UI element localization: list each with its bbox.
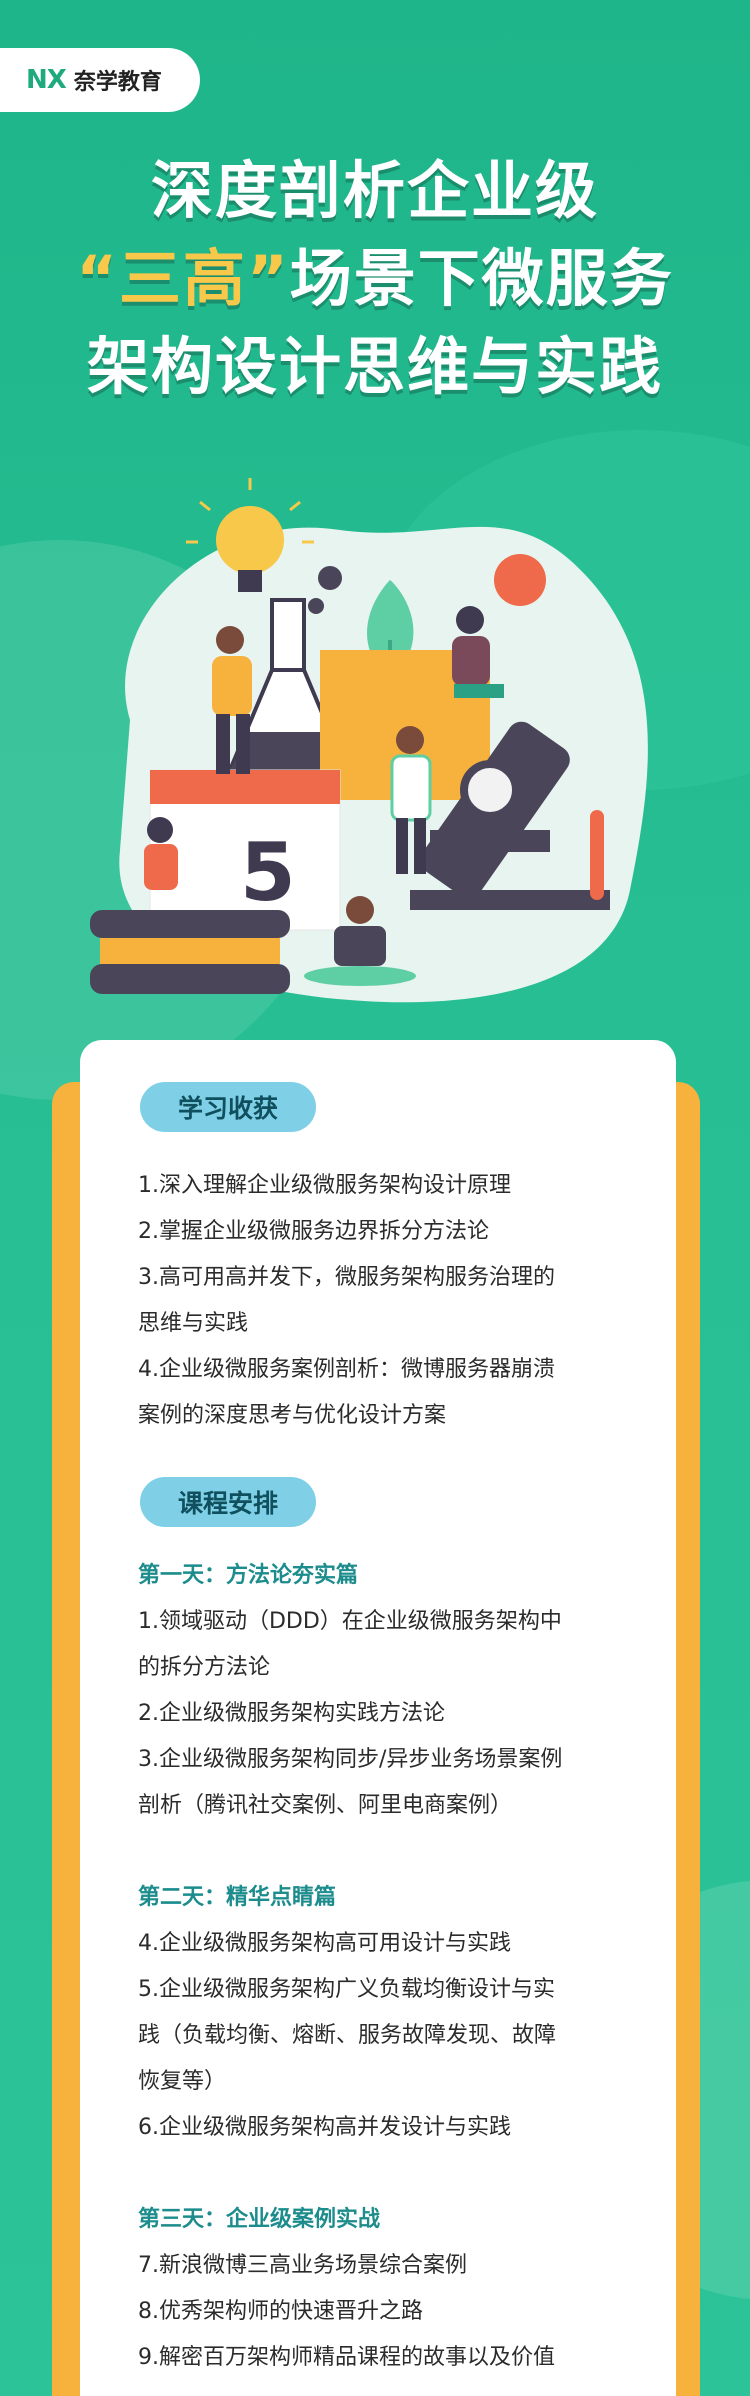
list-item: 1.深入理解企业级微服务架构设计原理 [138,1173,511,1198]
list-item: 的拆分方法论 [138,1655,271,1680]
day3-title: 第三天：企业级案例实战 [138,2207,381,2232]
person-5-icon [144,817,178,890]
day1-title: 第一天：方法论夯实篇 [138,1563,359,1588]
list-item: 案例的深度思考与优化设计方案 [138,1403,447,1428]
person-3-icon [390,726,432,874]
gains-label: 学习收获 [140,1082,316,1132]
flask-icon [226,598,350,772]
content-card: 学习收获 1.深入理解企业级微服务架构设计原理 2.掌握企业级微服务边界拆分方法… [80,1040,676,2396]
person-2-icon [452,606,504,698]
hero-illustration: 5 [90,478,648,1003]
brand-logo[interactable]: NX 奈学教育 [0,48,200,112]
brand-mark: NX [26,65,67,95]
list-item: 6.企业级微服务架构高并发设计与实践 [138,2115,511,2140]
title-line-2-rest: 场景下微服务 [289,242,674,315]
list-item: 恢复等） [138,2069,227,2094]
books-icon [90,910,290,994]
dot-2 [308,598,324,614]
brand-name: 奈学教育 [73,70,162,95]
list-item: 践（负载均衡、熔断、服务故障发现、故障 [138,2023,557,2048]
schedule-list: 第一天：方法论夯实篇 1.领域驱动（DDD）在企业级微服务架构中 的拆分方法论 … [138,1553,638,2381]
person-4-icon [304,896,416,986]
title-quote-open: “ [76,242,119,315]
list-item: 2.掌握企业级微服务边界拆分方法论 [138,1219,489,1244]
microscope-icon [410,721,610,910]
day2-title: 第二天：精华点睛篇 [138,1885,337,1910]
list-item: 7.新浪微博三高业务场景综合案例 [138,2253,467,2278]
list-item: 1.领域驱动（DDD）在企业级微服务架构中 [138,1609,562,1634]
title-highlight: 三高 [118,242,247,315]
list-item: 3.高可用高并发下，微服务架构服务治理的 [138,1265,555,1290]
list-item: 9.解密百万架构师精品课程的故事以及价值 [138,2345,555,2370]
title-line-1: 深度剖析企业级 [150,154,599,227]
ball-icon [494,554,546,606]
list-item: 2.企业级微服务架构实践方法论 [138,1701,445,1726]
list-item: 4.企业级微服务架构高可用设计与实践 [138,1931,511,1956]
list-item: 3.企业级微服务架构同步/异步业务场景案例 [138,1747,563,1772]
title-line-2: “三高”场景下微服务 [0,228,750,318]
title-quote-close: ” [247,242,290,315]
dot-1 [318,566,342,590]
title-line-3: 架构设计思维与实践 [86,330,663,403]
list-item: 5.企业级微服务架构广义负载均衡设计与实 [138,1977,555,2002]
lightbulb-icon [186,478,314,592]
person-1-icon [212,626,252,774]
list-item: 剖析（腾讯社交案例、阿里电商案例） [138,1793,513,1818]
calendar-icon: 5 [149,769,341,931]
gains-list: 1.深入理解企业级微服务架构设计原理 2.掌握企业级微服务边界拆分方法论 3.高… [138,1163,638,1439]
list-item: 思维与实践 [138,1311,249,1336]
list-item: 8.优秀架构师的快速晋升之路 [138,2299,423,2324]
calendar-number: 5 [240,826,296,919]
list-item: 4.企业级微服务案例剖析：微博服务器崩溃 [138,1357,555,1382]
schedule-label: 课程安排 [140,1477,316,1527]
